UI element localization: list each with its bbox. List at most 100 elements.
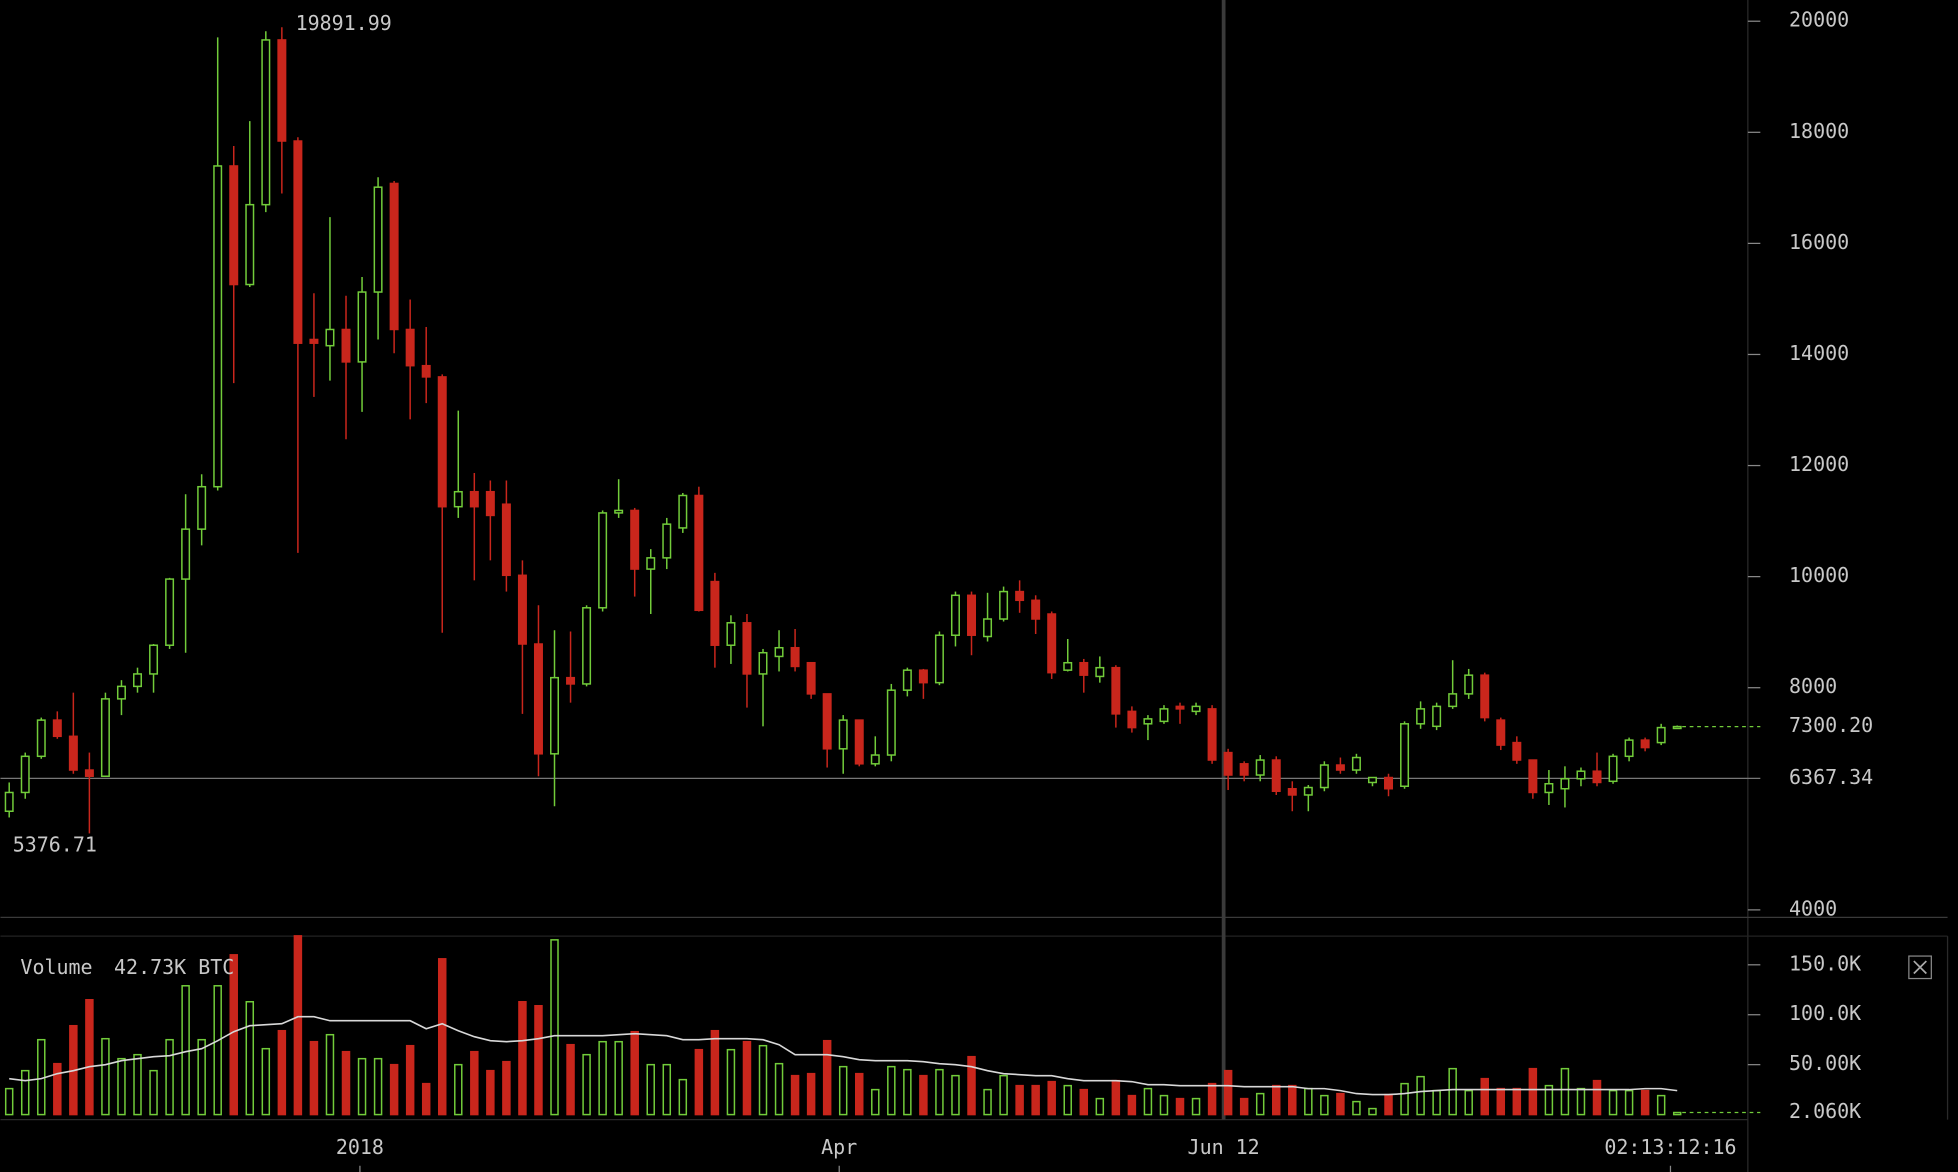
candle-body <box>1207 708 1217 761</box>
candle-body <box>1416 708 1426 725</box>
candle-body <box>1432 705 1442 728</box>
y-tick-label: 8000 <box>1789 674 1837 698</box>
volume-bar <box>1143 1087 1153 1116</box>
candle-body <box>1464 674 1474 695</box>
candle-body <box>790 646 800 668</box>
candle-body <box>822 693 832 750</box>
candle-body <box>1143 718 1153 725</box>
volume-bar <box>1111 1079 1121 1116</box>
volume-bar <box>421 1082 431 1116</box>
candle-body <box>517 574 527 645</box>
volume-bar <box>726 1048 736 1116</box>
candle-body <box>1175 705 1185 710</box>
candle-body <box>421 364 431 378</box>
candle-body <box>886 689 896 756</box>
volume-bar <box>1384 1093 1393 1116</box>
candle-body <box>52 719 62 738</box>
volume-bar <box>1095 1097 1105 1116</box>
volume-bar <box>389 1063 399 1116</box>
candle-body <box>1287 787 1297 796</box>
volume-bar <box>710 1029 720 1116</box>
volume-bar <box>229 954 238 1116</box>
x-label: Apr <box>821 1135 857 1159</box>
candle-body <box>950 594 960 636</box>
volume-bar <box>1576 1087 1586 1116</box>
candle-body <box>116 685 126 700</box>
volume-ma-line <box>9 1015 1678 1096</box>
candle-body <box>1335 764 1345 771</box>
volume-bar <box>1207 1082 1217 1116</box>
candle-body <box>437 376 447 508</box>
volume-bar <box>293 935 303 1116</box>
candle-body <box>245 203 255 286</box>
candle-body <box>1351 756 1361 771</box>
candle-body <box>1496 719 1506 746</box>
volume-bar <box>678 1078 688 1116</box>
volume-bar <box>85 999 94 1116</box>
volume-bar <box>309 1040 319 1116</box>
volume-bar <box>646 1063 655 1116</box>
candle-body <box>1544 782 1554 794</box>
candle-body <box>533 643 543 755</box>
candle-body <box>758 651 768 675</box>
volume-bar <box>4 1087 14 1116</box>
volume-bar <box>1400 1082 1409 1116</box>
volume-tick-label: 50.00K <box>1789 1051 1861 1075</box>
volume-bar <box>1159 1094 1169 1116</box>
y-tick-label: 12000 <box>1789 452 1849 476</box>
volume-bar <box>822 1039 832 1116</box>
volume-bar <box>1672 1111 1682 1116</box>
close-button[interactable] <box>1908 955 1932 980</box>
volume-bar <box>454 1063 463 1116</box>
y-tick-label: 14000 <box>1789 341 1849 365</box>
volume-bar <box>951 1074 960 1116</box>
candle-body <box>181 528 191 580</box>
candle-body <box>293 140 303 344</box>
volume-bar <box>566 1043 575 1116</box>
candle-body <box>1015 590 1025 602</box>
volume-bar <box>1288 1084 1297 1116</box>
candle-body <box>4 791 14 812</box>
volume-bar <box>1496 1087 1506 1116</box>
candle-body <box>213 165 223 488</box>
candle-body <box>1223 751 1233 776</box>
y-tick-label: 16000 <box>1789 230 1849 254</box>
candle-body <box>1384 776 1394 790</box>
volume-bar <box>1336 1092 1345 1116</box>
candle-body <box>1063 661 1073 671</box>
volume-bar <box>1416 1075 1425 1116</box>
candle-body <box>1672 725 1682 730</box>
volume-bar <box>1448 1067 1457 1116</box>
volume-bar <box>1560 1067 1570 1116</box>
volume-bar <box>1656 1094 1666 1116</box>
volume-bar <box>1432 1089 1441 1116</box>
volume-bar <box>1239 1097 1249 1116</box>
close-box[interactable] <box>1908 955 1932 980</box>
volume-bar <box>1528 1067 1538 1116</box>
candle-body <box>918 669 928 684</box>
candle-body <box>501 503 511 577</box>
candle-body <box>1079 661 1089 676</box>
candle-body <box>870 754 880 765</box>
candle-body <box>389 182 399 331</box>
close-icon[interactable] <box>1913 960 1927 975</box>
volume-bar <box>935 1068 944 1116</box>
candle-body <box>373 186 383 293</box>
volume-bar <box>758 1044 768 1116</box>
volume-bar <box>470 1050 479 1116</box>
candle-body <box>1111 666 1121 715</box>
volume-bar <box>694 1048 704 1116</box>
candle-body <box>678 494 688 529</box>
volume-bar <box>1624 1089 1634 1116</box>
candle-body <box>854 719 864 765</box>
candle-body <box>1608 755 1618 783</box>
x-label: 2018 <box>336 1135 384 1159</box>
volume-bar <box>1047 1080 1056 1116</box>
volume-bar <box>101 1037 110 1116</box>
candle-body <box>999 590 1009 620</box>
volume-bar <box>373 1057 383 1116</box>
volume-bar <box>999 1074 1008 1116</box>
volume-bar <box>887 1065 896 1116</box>
